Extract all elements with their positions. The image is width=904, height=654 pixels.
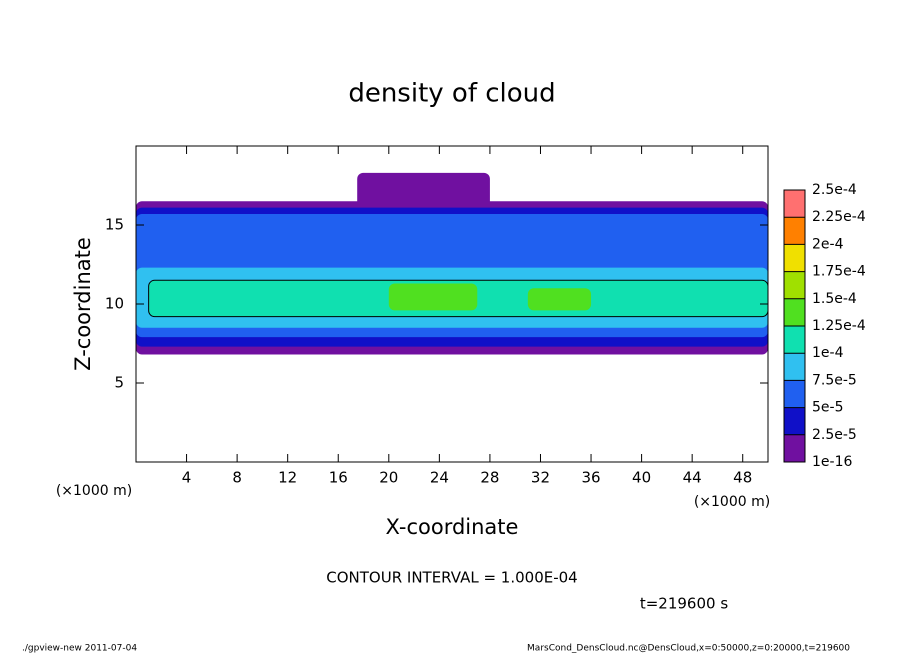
- x-tick-label: 12: [278, 469, 297, 487]
- colorbar-segment: [784, 434, 805, 462]
- x-tick-label: 32: [531, 469, 550, 487]
- colorbar-label: 2.5e-5: [812, 427, 857, 443]
- x-tick-label: 48: [733, 469, 752, 487]
- colorbar-label: 1.5e-4: [812, 291, 857, 307]
- colorbar-segment: [784, 217, 805, 245]
- colorbar-label: 1.25e-4: [812, 318, 866, 334]
- colorbar-segment: [784, 244, 805, 272]
- colorbar-segment: [784, 271, 805, 299]
- x-tick-label: 36: [581, 469, 600, 487]
- y-tick-label: 5: [114, 374, 124, 392]
- x-tick-label: 8: [232, 469, 242, 487]
- time-label: t=219600 s: [640, 595, 728, 613]
- x-tick-label: 28: [480, 469, 499, 487]
- chart-title: density of cloud: [348, 79, 555, 109]
- colorbar-label: 2.5e-4: [812, 182, 857, 198]
- colorbar-label: 7.5e-5: [812, 372, 857, 388]
- y-unit: (×1000 m): [56, 483, 132, 499]
- x-unit: (×1000 m): [694, 494, 770, 510]
- colorbar-segment: [784, 298, 805, 326]
- colorbar-label: 1e-4: [812, 345, 844, 361]
- x-tick-label: 44: [683, 469, 702, 487]
- y-tick-label: 15: [105, 216, 124, 234]
- field-region: [527, 288, 592, 311]
- colorbar-label: 5e-5: [812, 400, 843, 416]
- y-axis-label: Z-coordinate: [71, 237, 95, 371]
- colorbar-segment: [784, 407, 805, 435]
- field-region: [388, 283, 478, 311]
- y-tick-label: 10: [105, 295, 124, 313]
- colorbar-segment: [784, 326, 805, 354]
- x-axis-label: X-coordinate: [386, 515, 519, 539]
- footer-right: MarsCond_DensCloud.nc@DensCloud,x=0:5000…: [527, 644, 850, 654]
- colorbar-segment: [784, 380, 805, 408]
- colorbar-label: 2e-4: [812, 236, 844, 252]
- x-tick-label: 4: [182, 469, 192, 487]
- footer-left: ./gpview-new 2011-07-04: [22, 644, 137, 654]
- x-tick-label: 16: [329, 469, 348, 487]
- contour-interval: CONTOUR INTERVAL = 1.000E-04: [326, 569, 577, 587]
- x-tick-label: 20: [379, 469, 398, 487]
- colorbar-label: 2.25e-4: [812, 209, 866, 225]
- x-tick-label: 24: [430, 469, 449, 487]
- colorbar-segment: [784, 353, 805, 381]
- x-tick-label: 40: [632, 469, 651, 487]
- colorbar-segment: [784, 190, 805, 218]
- colorbar-label: 1e-16: [812, 454, 852, 470]
- colorbar-label: 1.75e-4: [812, 264, 866, 280]
